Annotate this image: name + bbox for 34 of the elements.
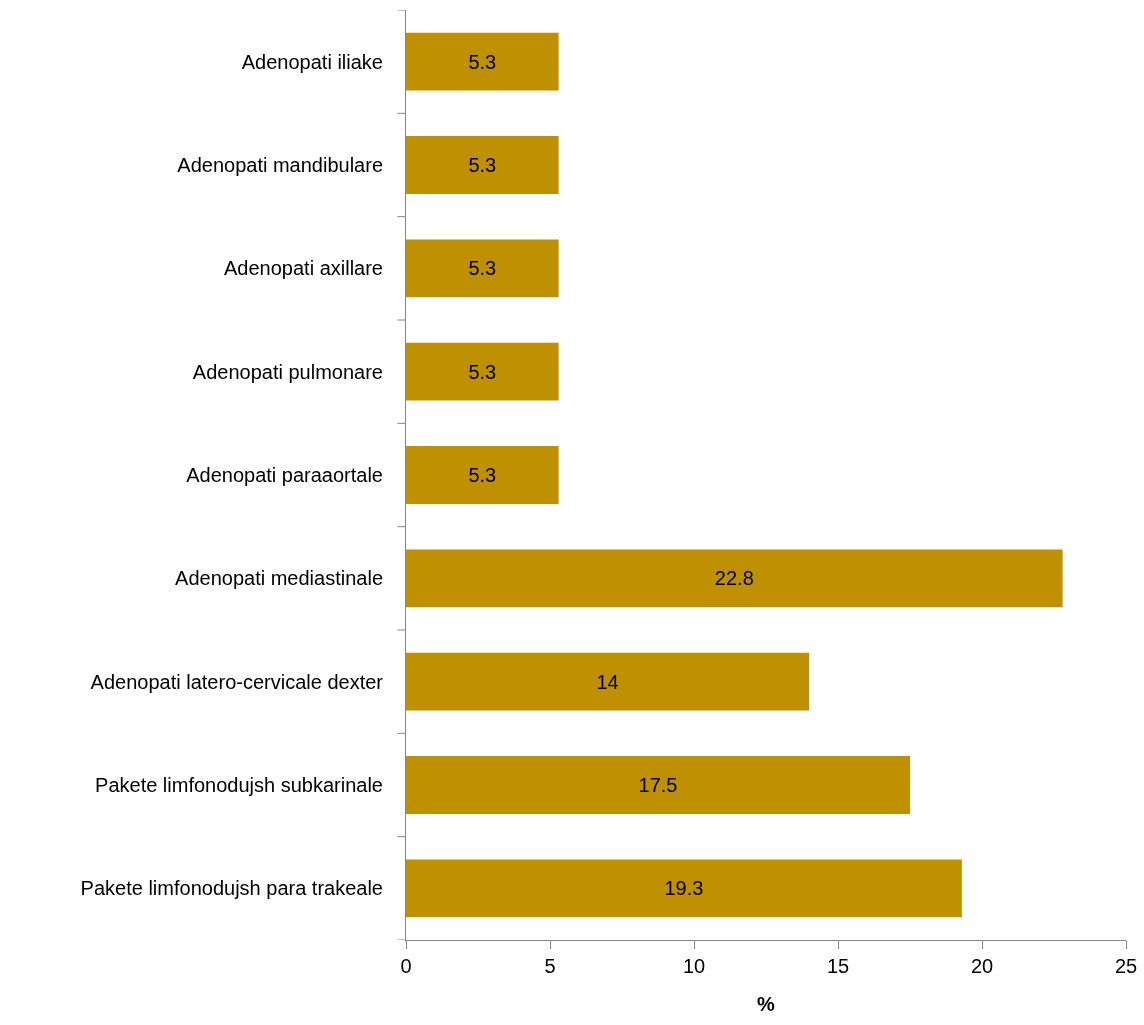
data-label: 5.3 [468,360,497,383]
data-label: 5.3 [468,464,497,486]
data-label: 5.3 [468,50,497,73]
bar [406,756,910,814]
data-label: 19.3 [664,877,704,900]
bar [406,549,1063,608]
y-tick-label: Adenopati iliake [241,50,383,73]
bar [406,859,962,918]
bar [406,342,559,401]
y-tick-label: Adenopati mediastinale [175,567,383,590]
y-tick-label: Pakete limfonodujsh para trakeale [80,877,383,900]
data-label: 14 [596,670,619,693]
y-tick-label: Adenopati paraaortale [186,464,383,486]
x-tick-label: 5 [544,955,556,977]
x-tick-label: 0 [400,955,412,977]
y-tick-label: Adenopati latero-cervicale dexter [90,670,384,693]
data-label: 17.5 [638,774,678,796]
bar [406,652,810,711]
y-tick-label: Adenopati pulmonare [192,360,383,383]
x-tick-label: 20 [970,955,994,977]
bar [406,32,559,91]
y-tick-label: Adenopati mandibulare [177,154,383,176]
bar [406,239,559,298]
bar [406,136,559,194]
x-tick-label: 25 [1114,955,1138,977]
data-label: 5.3 [468,154,497,176]
x-tick-label: 10 [682,955,706,977]
x-tick-label: 15 [826,955,850,977]
bar [406,446,559,504]
data-label: 22.8 [714,567,754,590]
data-label: 5.3 [468,257,497,280]
y-tick-label: Pakete limfonodujsh subkarinale [95,774,383,796]
y-tick-label: Adenopati axillare [224,257,383,280]
x-axis-title: % [757,992,776,1015]
